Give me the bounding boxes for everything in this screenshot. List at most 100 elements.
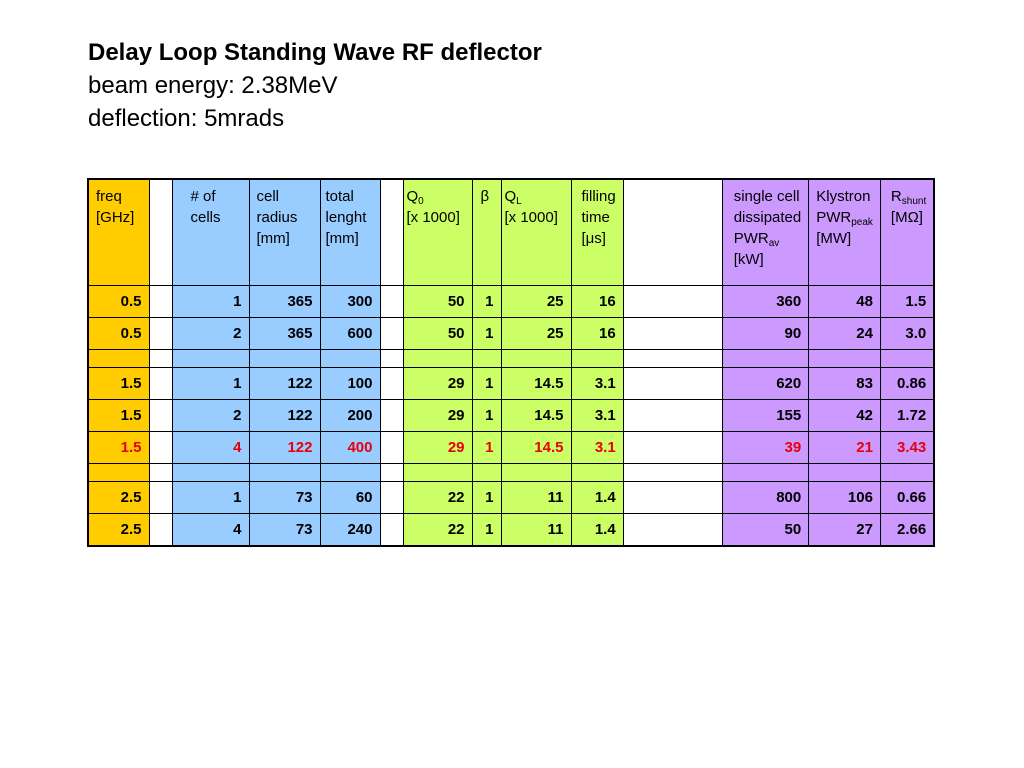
- cell-ql: 14.5: [500, 367, 572, 400]
- cell-beta: 1: [471, 481, 502, 514]
- cell-shunt-impedance: 3.43: [879, 431, 935, 464]
- cell-spacer: [622, 317, 723, 350]
- cell-spacer: [622, 367, 723, 400]
- header-length: total lenght [mm]: [319, 178, 381, 286]
- cell-filling-time: 16: [570, 285, 624, 318]
- header-spacer: [148, 178, 173, 286]
- rf-deflector-table: freq [GHz] # of cells cell radius [mm] total…: [87, 178, 936, 547]
- cell-spacer: [148, 399, 173, 432]
- blank-separator-row: [87, 349, 935, 368]
- cell-klystron-power: 24: [808, 317, 881, 350]
- cell-spacer: [148, 367, 173, 400]
- cell-length: 300: [319, 285, 381, 318]
- table-row: 2.5 4 73 240 22 1 11 1.4 50 27 2.66: [87, 513, 935, 547]
- cell-filling-time: 1.4: [570, 481, 624, 514]
- cell-length: 200: [319, 399, 381, 432]
- cell-cells: 2: [171, 317, 250, 350]
- cell-beta: 1: [471, 513, 502, 547]
- cell-length: 600: [319, 317, 381, 350]
- cell-freq: 2.5: [87, 513, 150, 547]
- cell-spacer: [622, 399, 723, 432]
- cell-dissipated-power: 50: [721, 513, 810, 547]
- cell-length: 240: [319, 513, 381, 547]
- cell-spacer: [379, 513, 404, 547]
- header-klystron-power: Klystron PWRpeak [MW]: [808, 178, 881, 286]
- table-row: 0.5 1 365 300 50 1 25 16 360 48 1.5: [87, 285, 935, 318]
- cell-cells: 2: [171, 399, 250, 432]
- cell-shunt-impedance: 2.66: [879, 513, 935, 547]
- header-freq: freq [GHz]: [87, 178, 150, 286]
- cell-dissipated-power: 39: [721, 431, 810, 464]
- cell-ql: 14.5: [500, 431, 572, 464]
- cell-q0: 29: [402, 399, 473, 432]
- cell-spacer: [622, 513, 723, 547]
- cell-length: 60: [319, 481, 381, 514]
- cell-cells: 4: [171, 431, 250, 464]
- slide-title: Delay Loop Standing Wave RF deflector: [88, 39, 542, 66]
- highlighted-table-row: 1.5 4 122 400 29 1 14.5 3.1 39 21 3.43: [87, 431, 935, 464]
- cell-radius: 365: [248, 317, 321, 350]
- header-q0: Q0 [x 1000]: [402, 178, 473, 286]
- cell-radius: 365: [248, 285, 321, 318]
- cell-cells: 1: [171, 481, 250, 514]
- cell-freq: 1.5: [87, 431, 150, 464]
- cell-freq: 2.5: [87, 481, 150, 514]
- header-dissipated-power: single cell dissipated PWRav [kW]: [721, 178, 810, 286]
- cell-spacer: [148, 481, 173, 514]
- cell-spacer: [379, 431, 404, 464]
- cell-q0: 50: [402, 285, 473, 318]
- cell-beta: 1: [471, 399, 502, 432]
- cell-ql: 14.5: [500, 399, 572, 432]
- cell-spacer: [148, 285, 173, 318]
- cell-dissipated-power: 90: [721, 317, 810, 350]
- header-ql: QL [x 1000]: [500, 178, 572, 286]
- cell-ql: 25: [500, 317, 572, 350]
- cell-dissipated-power: 800: [721, 481, 810, 514]
- cell-q0: 29: [402, 367, 473, 400]
- header-spacer: [622, 178, 723, 286]
- table-header-row: freq [GHz] # of cells cell radius [mm] total…: [87, 178, 935, 286]
- cell-shunt-impedance: 1.5: [879, 285, 935, 318]
- cell-beta: 1: [471, 317, 502, 350]
- table-row: 1.5 2 122 200 29 1 14.5 3.1 155 42 1.72: [87, 399, 935, 432]
- cell-spacer: [622, 285, 723, 318]
- cell-shunt-impedance: 1.72: [879, 399, 935, 432]
- cell-dissipated-power: 620: [721, 367, 810, 400]
- cell-radius: 73: [248, 513, 321, 547]
- cell-klystron-power: 48: [808, 285, 881, 318]
- cell-spacer: [148, 513, 173, 547]
- cell-dissipated-power: 155: [721, 399, 810, 432]
- cell-q0: 29: [402, 431, 473, 464]
- cell-radius: 122: [248, 367, 321, 400]
- cell-klystron-power: 21: [808, 431, 881, 464]
- cell-klystron-power: 42: [808, 399, 881, 432]
- cell-spacer: [622, 481, 723, 514]
- cell-radius: 122: [248, 431, 321, 464]
- cell-spacer: [148, 431, 173, 464]
- cell-q0: 50: [402, 317, 473, 350]
- cell-q0: 22: [402, 513, 473, 547]
- cell-spacer: [379, 285, 404, 318]
- cell-cells: 4: [171, 513, 250, 547]
- cell-spacer: [622, 431, 723, 464]
- blank-separator-row: [87, 463, 935, 482]
- header-shunt-impedance: Rshunt [MΩ]: [879, 178, 935, 286]
- cell-filling-time: 3.1: [570, 431, 624, 464]
- table-row: 2.5 1 73 60 22 1 11 1.4 800 106 0.66: [87, 481, 935, 514]
- cell-spacer: [148, 317, 173, 350]
- cell-beta: 1: [471, 431, 502, 464]
- cell-klystron-power: 106: [808, 481, 881, 514]
- cell-freq: 1.5: [87, 399, 150, 432]
- beam-energy-line: beam energy: 2.38MeV: [88, 72, 338, 99]
- cell-ql: 25: [500, 285, 572, 318]
- header-beta: β: [471, 178, 502, 286]
- cell-cells: 1: [171, 285, 250, 318]
- cell-beta: 1: [471, 285, 502, 318]
- cell-length: 100: [319, 367, 381, 400]
- cell-freq: 0.5: [87, 285, 150, 318]
- header-spacer: [379, 178, 404, 286]
- cell-filling-time: 3.1: [570, 399, 624, 432]
- cell-spacer: [379, 317, 404, 350]
- cell-freq: 1.5: [87, 367, 150, 400]
- cell-freq: 0.5: [87, 317, 150, 350]
